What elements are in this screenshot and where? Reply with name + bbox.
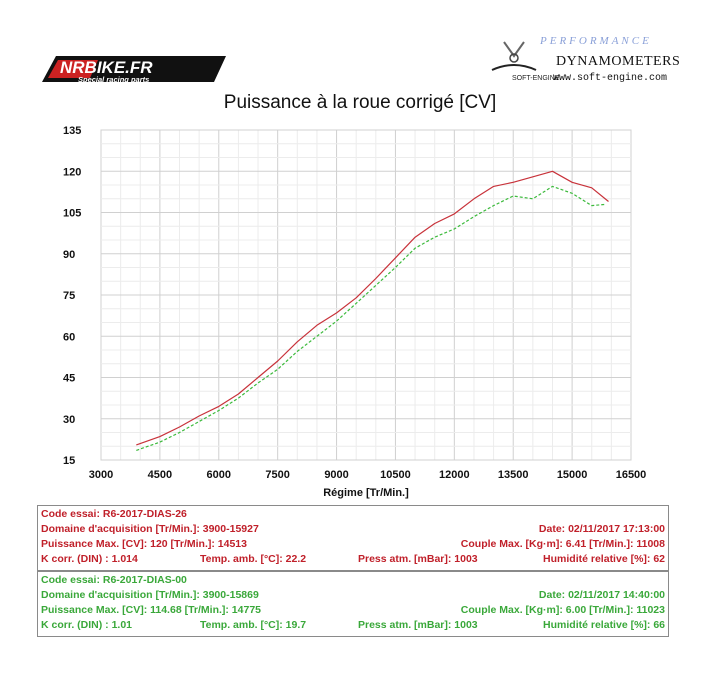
logo-subtext: Special racing parts bbox=[78, 75, 149, 84]
y-tick-label: 105 bbox=[63, 208, 81, 220]
red-date: Date: 02/11/2017 17:13:00 bbox=[538, 523, 665, 535]
green-humidity: Humidité relative [%]: 66 bbox=[543, 619, 665, 631]
brand-faded-text: PERFORMANCE bbox=[540, 35, 652, 47]
logo-text: NRBIKE.FR bbox=[60, 58, 153, 77]
y-tick-label: 30 bbox=[63, 414, 75, 426]
green-code: Code essai: R6-2017-DIAS-00 bbox=[41, 574, 187, 586]
x-axis-label: Régime [Tr/Min.] bbox=[323, 487, 409, 499]
x-tick-label: 9000 bbox=[324, 469, 348, 481]
brand-url: www.soft-engine.com bbox=[553, 73, 668, 84]
series-line-r6-2017-dias-26 bbox=[136, 170, 609, 446]
y-tick-label: 45 bbox=[63, 373, 75, 385]
red-kcorr: K corr. (DIN) : 1.014 bbox=[41, 553, 138, 565]
series-line-r6-2017-dias-00 bbox=[136, 185, 607, 451]
red-domain: Domaine d'acquisition [Tr/Min.]: 3900-15… bbox=[41, 523, 259, 535]
red-temp: Temp. amb. [°C]: 22.2 bbox=[200, 553, 307, 565]
green-domain: Domaine d'acquisition [Tr/Min.]: 3900-15… bbox=[41, 589, 259, 601]
green-pressure: Press atm. [mBar]: 1003 bbox=[358, 619, 478, 631]
x-tick-label: 13500 bbox=[498, 469, 529, 481]
green-kcorr: K corr. (DIN) : 1.01 bbox=[41, 619, 133, 631]
green-torque-max: Couple Max. [Kg·m]: 6.00 [Tr/Min.]: 1102… bbox=[460, 604, 665, 616]
y-tick-label: 120 bbox=[63, 166, 81, 178]
red-torque-max: Couple Max. [Kg·m]: 6.41 [Tr/Min.]: 1100… bbox=[460, 538, 665, 550]
y-tick-label: 60 bbox=[63, 331, 75, 343]
x-tick-label: 3000 bbox=[89, 469, 113, 481]
green-temp: Temp. amb. [°C]: 19.7 bbox=[200, 619, 307, 631]
y-tick-label: 135 bbox=[63, 125, 81, 137]
x-tick-label: 12000 bbox=[439, 469, 470, 481]
engine-label: SOFT-ENGINE bbox=[512, 75, 560, 82]
x-tick-label: 16500 bbox=[616, 469, 647, 481]
soft-engine-logo: SOFT-ENGINE bbox=[491, 41, 560, 82]
brand-title: DYNAMOMETERS bbox=[556, 54, 681, 69]
red-pressure: Press atm. [mBar]: 1003 bbox=[358, 553, 478, 565]
x-tick-label: 7500 bbox=[265, 469, 289, 481]
x-tick-label: 10500 bbox=[380, 469, 411, 481]
info-box-red: Code essai: R6-2017-DIAS-26 Domaine d'ac… bbox=[37, 505, 669, 571]
green-date: Date: 02/11/2017 14:40:00 bbox=[538, 589, 665, 601]
chart-title: Puissance à la roue corrigé [CV] bbox=[223, 92, 497, 113]
nrbike-logo: NRBIKE.FR Special racing parts bbox=[42, 56, 226, 84]
x-tick-label: 15000 bbox=[557, 469, 588, 481]
y-tick-label: 15 bbox=[63, 455, 75, 467]
red-humidity: Humidité relative [%]: 62 bbox=[543, 553, 665, 565]
x-tick-label: 6000 bbox=[207, 469, 231, 481]
y-tick-label: 75 bbox=[63, 290, 75, 302]
y-tick-label: 90 bbox=[63, 249, 75, 261]
x-tick-label: 4500 bbox=[148, 469, 172, 481]
green-power-max: Puissance Max. [CV]: 114.68 [Tr/Min.]: 1… bbox=[41, 604, 262, 616]
info-box-green: Code essai: R6-2017-DIAS-00 Domaine d'ac… bbox=[37, 571, 669, 637]
red-power-max: Puissance Max. [CV]: 120 [Tr/Min.]: 1451… bbox=[41, 538, 247, 550]
red-code: Code essai: R6-2017-DIAS-26 bbox=[41, 508, 187, 520]
